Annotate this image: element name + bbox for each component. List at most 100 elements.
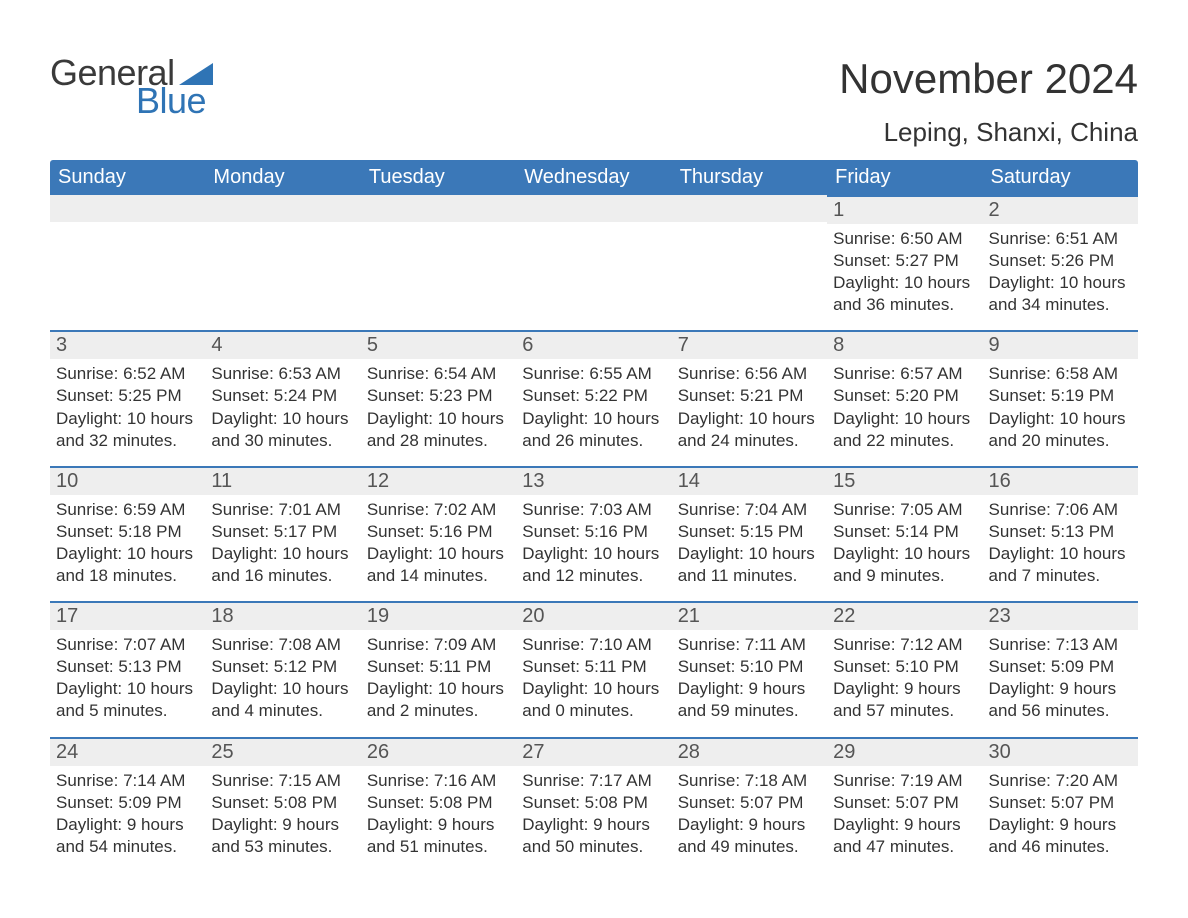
sunset-line: Sunset: 5:15 PM [678,521,821,543]
day-cell: 20Sunrise: 7:10 AMSunset: 5:11 PMDayligh… [516,601,671,736]
daylight-line: and 5 minutes. [56,700,199,722]
day-number: 25 [205,737,360,766]
sunrise-line: Sunrise: 6:56 AM [678,363,821,385]
day-cell: 11Sunrise: 7:01 AMSunset: 5:17 PMDayligh… [205,466,360,601]
daylight-line: and 11 minutes. [678,565,821,587]
calendar-body: 1Sunrise: 6:50 AMSunset: 5:27 PMDaylight… [50,195,1138,872]
day-number: 14 [672,466,827,495]
sunset-line: Sunset: 5:21 PM [678,385,821,407]
calendar-cell: 25Sunrise: 7:15 AMSunset: 5:08 PMDayligh… [205,737,360,872]
day-number: 24 [50,737,205,766]
sunrise-line: Sunrise: 6:54 AM [367,363,510,385]
daylight-line: Daylight: 10 hours [678,543,821,565]
calendar-cell: 7Sunrise: 6:56 AMSunset: 5:21 PMDaylight… [672,330,827,465]
daylight-line: and 30 minutes. [211,430,354,452]
calendar-header-row: Sunday Monday Tuesday Wednesday Thursday… [50,160,1138,195]
sunrise-line: Sunrise: 7:19 AM [833,770,976,792]
day-header: Wednesday [516,160,671,195]
day-details: Sunrise: 7:19 AMSunset: 5:07 PMDaylight:… [827,766,982,858]
day-cell: 24Sunrise: 7:14 AMSunset: 5:09 PMDayligh… [50,737,205,872]
sunset-line: Sunset: 5:08 PM [522,792,665,814]
daylight-line: Daylight: 10 hours [211,543,354,565]
daylight-line: Daylight: 10 hours [522,408,665,430]
sunset-line: Sunset: 5:08 PM [367,792,510,814]
calendar-cell: 26Sunrise: 7:16 AMSunset: 5:08 PMDayligh… [361,737,516,872]
day-number: 15 [827,466,982,495]
day-cell: 26Sunrise: 7:16 AMSunset: 5:08 PMDayligh… [361,737,516,872]
brand-logo: General Blue [50,55,213,119]
day-cell: 2Sunrise: 6:51 AMSunset: 5:26 PMDaylight… [983,195,1138,330]
calendar-cell: 10Sunrise: 6:59 AMSunset: 5:18 PMDayligh… [50,466,205,601]
daylight-line: and 53 minutes. [211,836,354,858]
day-number: 28 [672,737,827,766]
sunset-line: Sunset: 5:27 PM [833,250,976,272]
sunrise-line: Sunrise: 7:06 AM [989,499,1132,521]
day-number: 20 [516,601,671,630]
day-details: Sunrise: 7:10 AMSunset: 5:11 PMDaylight:… [516,630,671,722]
day-number: 6 [516,330,671,359]
daylight-line: Daylight: 10 hours [367,408,510,430]
day-details: Sunrise: 6:51 AMSunset: 5:26 PMDaylight:… [983,224,1138,316]
daylight-line: Daylight: 9 hours [522,814,665,836]
daylight-line: and 4 minutes. [211,700,354,722]
calendar-table: Sunday Monday Tuesday Wednesday Thursday… [50,160,1138,872]
day-cell: 9Sunrise: 6:58 AMSunset: 5:19 PMDaylight… [983,330,1138,465]
sunset-line: Sunset: 5:08 PM [211,792,354,814]
daylight-line: and 47 minutes. [833,836,976,858]
daylight-line: and 57 minutes. [833,700,976,722]
page-title: November 2024 [839,55,1138,103]
sunrise-line: Sunrise: 6:52 AM [56,363,199,385]
day-cell: 23Sunrise: 7:13 AMSunset: 5:09 PMDayligh… [983,601,1138,736]
day-details: Sunrise: 6:56 AMSunset: 5:21 PMDaylight:… [672,359,827,451]
daylight-line: and 16 minutes. [211,565,354,587]
daylight-line: Daylight: 10 hours [56,408,199,430]
sunset-line: Sunset: 5:17 PM [211,521,354,543]
daylight-line: Daylight: 9 hours [989,678,1132,700]
day-number: 8 [827,330,982,359]
day-number: 13 [516,466,671,495]
daylight-line: and 49 minutes. [678,836,821,858]
day-details: Sunrise: 7:20 AMSunset: 5:07 PMDaylight:… [983,766,1138,858]
day-details: Sunrise: 7:18 AMSunset: 5:07 PMDaylight:… [672,766,827,858]
day-number: 9 [983,330,1138,359]
sunrise-line: Sunrise: 7:02 AM [367,499,510,521]
day-details: Sunrise: 7:09 AMSunset: 5:11 PMDaylight:… [361,630,516,722]
day-cell: 1Sunrise: 6:50 AMSunset: 5:27 PMDaylight… [827,195,982,330]
sunrise-line: Sunrise: 7:10 AM [522,634,665,656]
sunset-line: Sunset: 5:23 PM [367,385,510,407]
calendar-week-row: 10Sunrise: 6:59 AMSunset: 5:18 PMDayligh… [50,466,1138,601]
day-number: 12 [361,466,516,495]
sunrise-line: Sunrise: 7:01 AM [211,499,354,521]
calendar-cell: 1Sunrise: 6:50 AMSunset: 5:27 PMDaylight… [827,195,982,330]
daylight-line: Daylight: 9 hours [833,678,976,700]
sunset-line: Sunset: 5:13 PM [989,521,1132,543]
day-cell: 14Sunrise: 7:04 AMSunset: 5:15 PMDayligh… [672,466,827,601]
sunset-line: Sunset: 5:18 PM [56,521,199,543]
empty-cell [516,195,671,323]
day-number: 21 [672,601,827,630]
day-number [361,195,516,222]
calendar-cell: 8Sunrise: 6:57 AMSunset: 5:20 PMDaylight… [827,330,982,465]
daylight-line: and 32 minutes. [56,430,199,452]
day-header: Friday [827,160,982,195]
day-details: Sunrise: 7:07 AMSunset: 5:13 PMDaylight:… [50,630,205,722]
sunrise-line: Sunrise: 6:57 AM [833,363,976,385]
daylight-line: Daylight: 10 hours [522,543,665,565]
day-number [672,195,827,222]
day-cell: 29Sunrise: 7:19 AMSunset: 5:07 PMDayligh… [827,737,982,872]
calendar-cell: 29Sunrise: 7:19 AMSunset: 5:07 PMDayligh… [827,737,982,872]
day-cell: 5Sunrise: 6:54 AMSunset: 5:23 PMDaylight… [361,330,516,465]
sunrise-line: Sunrise: 7:20 AM [989,770,1132,792]
sunrise-line: Sunrise: 6:51 AM [989,228,1132,250]
day-cell: 30Sunrise: 7:20 AMSunset: 5:07 PMDayligh… [983,737,1138,872]
daylight-line: Daylight: 9 hours [211,814,354,836]
daylight-line: Daylight: 10 hours [989,408,1132,430]
day-details: Sunrise: 7:08 AMSunset: 5:12 PMDaylight:… [205,630,360,722]
sunset-line: Sunset: 5:24 PM [211,385,354,407]
day-details: Sunrise: 7:01 AMSunset: 5:17 PMDaylight:… [205,495,360,587]
day-details: Sunrise: 7:14 AMSunset: 5:09 PMDaylight:… [50,766,205,858]
day-number: 30 [983,737,1138,766]
calendar-cell: 23Sunrise: 7:13 AMSunset: 5:09 PMDayligh… [983,601,1138,736]
calendar-week-row: 3Sunrise: 6:52 AMSunset: 5:25 PMDaylight… [50,330,1138,465]
daylight-line: Daylight: 9 hours [833,814,976,836]
